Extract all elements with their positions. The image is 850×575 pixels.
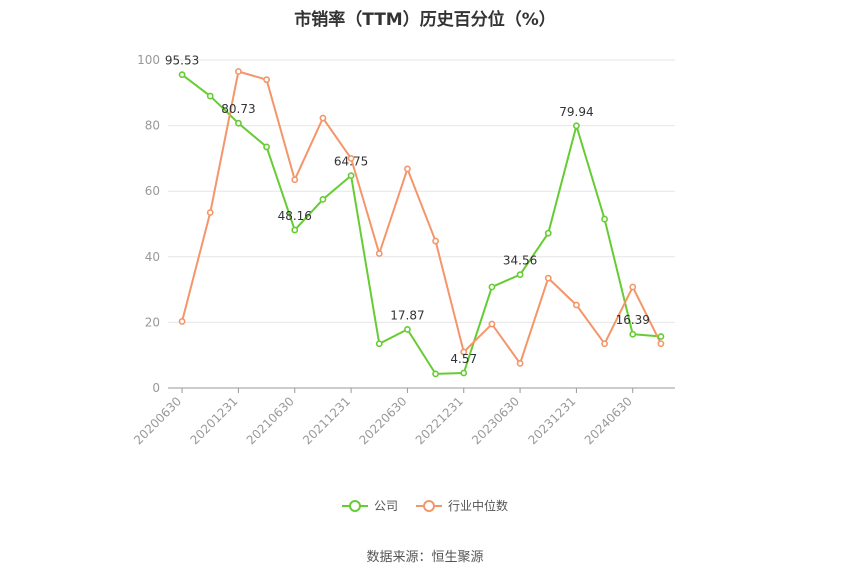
legend-company-label: 公司 bbox=[373, 499, 398, 513]
line-chart: 0 20 40 60 80 100 20200630 20201231 20210630 2021… bbox=[131, 53, 675, 447]
legend-company-marker-icon bbox=[341, 499, 368, 513]
company-data-label: 48.16 bbox=[278, 209, 312, 223]
industry-median-data-point bbox=[404, 165, 411, 173]
company-data-point bbox=[404, 325, 411, 333]
company-data-point bbox=[657, 333, 665, 340]
x-tick-label: 20230630 bbox=[469, 394, 522, 447]
company-data-point bbox=[206, 92, 214, 100]
company-data-point bbox=[347, 172, 355, 180]
industry-median-data-point bbox=[516, 359, 524, 367]
legend-industry-label: 行业中位数 bbox=[448, 499, 509, 513]
industry-median-data-point bbox=[375, 250, 383, 257]
legend-item-industry-median[interactable]: 行业中位数 bbox=[416, 497, 508, 514]
industry-median-data-point bbox=[206, 209, 214, 216]
company-data-point bbox=[460, 369, 468, 377]
company-data-point bbox=[178, 71, 186, 79]
industry-median-data-point bbox=[291, 176, 299, 184]
industry-median-data-point bbox=[657, 340, 665, 348]
company-data-point bbox=[601, 215, 608, 223]
y-tick-label: 80 bbox=[145, 119, 160, 133]
industry-median-data-point bbox=[319, 114, 327, 122]
industry-median-data-point bbox=[488, 320, 496, 328]
y-tick-label: 20 bbox=[145, 315, 160, 329]
company-data-point bbox=[516, 271, 524, 279]
chart-title: 市销率（TTM）历史百分位（%） bbox=[294, 10, 556, 30]
company-data-label: 17.87 bbox=[390, 308, 424, 322]
x-tick-label: 20210630 bbox=[244, 394, 297, 447]
industry-median-data-point bbox=[460, 348, 468, 356]
company-data-point bbox=[488, 283, 496, 291]
company-data-point bbox=[235, 119, 242, 127]
company-data-point bbox=[629, 330, 637, 338]
company-data-label: 80.73 bbox=[221, 102, 255, 116]
company-series-line bbox=[181, 73, 661, 375]
x-tick-label: 20220630 bbox=[356, 394, 409, 447]
industry-median-data-point bbox=[629, 283, 637, 291]
company-data-point bbox=[319, 195, 327, 203]
company-data-point bbox=[263, 143, 270, 151]
y-tick-label: 60 bbox=[145, 184, 160, 198]
chart-legend: 公司 行业中位数 bbox=[0, 497, 850, 514]
x-tick-label: 20221231 bbox=[413, 394, 466, 447]
industry-median-data-point bbox=[347, 154, 355, 162]
company-data-label: 64.75 bbox=[334, 155, 368, 169]
industry-median-data-point bbox=[601, 340, 608, 348]
industry-median-data-point bbox=[544, 274, 552, 282]
industry-median-data-point bbox=[573, 301, 580, 309]
industry-median-data-point bbox=[235, 68, 242, 75]
company-data-label: 4.57 bbox=[450, 352, 477, 366]
company-data-point bbox=[432, 370, 439, 378]
company-data-point bbox=[375, 340, 383, 348]
company-data-point bbox=[544, 229, 552, 237]
legend-item-company[interactable]: 公司 bbox=[341, 497, 398, 514]
y-tick-label: 40 bbox=[145, 250, 160, 264]
industry-median-data-point bbox=[263, 76, 270, 84]
y-tick-label: 0 bbox=[152, 381, 160, 395]
company-data-label: 34.56 bbox=[503, 254, 537, 268]
company-data-label: 95.53 bbox=[165, 54, 199, 68]
industry-median-series-line bbox=[181, 70, 662, 365]
legend-industry-marker-icon bbox=[416, 499, 442, 513]
x-tick-label: 20200630 bbox=[131, 394, 184, 447]
y-tick-label: 100 bbox=[137, 53, 160, 67]
x-tick-label: 20231231 bbox=[525, 394, 578, 447]
industry-median-data-point bbox=[178, 318, 186, 325]
x-tick-label: 20211231 bbox=[300, 394, 353, 447]
company-data-point bbox=[573, 122, 580, 130]
x-tick-label: 20240630 bbox=[582, 394, 635, 447]
company-data-label: 16.39 bbox=[616, 313, 650, 327]
industry-median-data-point bbox=[432, 237, 439, 245]
company-data-point bbox=[291, 226, 299, 234]
data-source-note: 数据来源：恒生聚源 bbox=[366, 550, 484, 565]
company-data-label: 79.94 bbox=[559, 105, 593, 119]
x-tick-label: 20201231 bbox=[187, 394, 240, 447]
